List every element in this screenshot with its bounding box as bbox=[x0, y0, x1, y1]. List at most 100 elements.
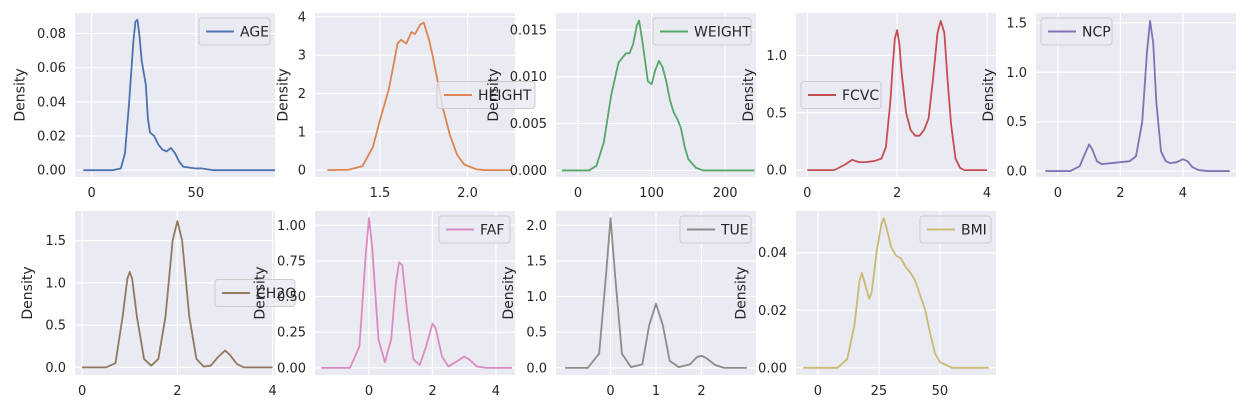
x-tick-label: 2 bbox=[173, 384, 181, 399]
density-line-weight bbox=[561, 19, 755, 172]
y-tick-label: 0.75 bbox=[277, 254, 306, 269]
density-line-age bbox=[83, 18, 275, 172]
density-line-fcvc bbox=[807, 20, 988, 172]
y-tick-label: 0.0 bbox=[526, 361, 547, 376]
x-tick-label: 200 bbox=[713, 186, 738, 201]
legend-label: BMI bbox=[961, 223, 987, 239]
y-axis-label: Density bbox=[486, 68, 502, 121]
x-tick-label: 2 bbox=[1116, 186, 1124, 201]
x-tick-label: 2 bbox=[428, 384, 436, 399]
x-tick-label: 0 bbox=[88, 186, 96, 201]
subplot-tue: 0 1 2 0.0 0.5 1.0 1.5 2.0 Density TUE bbox=[501, 211, 756, 399]
y-tick-label: 0.02 bbox=[37, 130, 66, 145]
legend-height: HEIGHT bbox=[436, 81, 536, 109]
legend-label: FAF bbox=[480, 223, 504, 239]
y-tick-label: 0.50 bbox=[277, 290, 306, 305]
legend-bmi: BMI bbox=[919, 215, 992, 244]
y-tick-label: 0.5 bbox=[1006, 115, 1027, 130]
legend-box bbox=[436, 81, 536, 109]
x-tick-label: 1 bbox=[652, 384, 660, 399]
legend-ncp: NCP bbox=[1040, 17, 1113, 46]
legend-label: TUE bbox=[720, 223, 749, 239]
y-tick-label: 1.5 bbox=[526, 254, 547, 269]
y-axis-label: Density bbox=[741, 68, 757, 121]
x-tick-label: 4 bbox=[983, 186, 991, 201]
x-tick-label: 4 bbox=[1179, 186, 1187, 201]
y-tick-label: 0.04 bbox=[758, 246, 787, 261]
legend-box bbox=[438, 215, 511, 244]
density-line-ncp bbox=[1045, 20, 1230, 172]
subplot-ncp: 0 2 4 0.0 0.5 1.0 1.5 Density NCP bbox=[981, 13, 1236, 201]
y-tick-label: 0 bbox=[298, 164, 306, 179]
density-line-bmi bbox=[803, 217, 989, 369]
y-tick-label: 1.0 bbox=[45, 276, 66, 291]
x-tick-label: 100 bbox=[639, 186, 664, 201]
y-tick-label: 0.0 bbox=[1006, 165, 1027, 180]
y-tick-label: 1.0 bbox=[766, 49, 787, 64]
y-axis-label: Density bbox=[734, 266, 750, 319]
legend-ch2o: CH2O bbox=[214, 279, 296, 307]
y-tick-label: 0.25 bbox=[277, 326, 306, 341]
subplot-weight: 0 100 200 0.000 0.005 0.010 0.015 Density WEIGHT bbox=[486, 13, 756, 201]
x-tick-label: 25 bbox=[871, 384, 888, 399]
x-tick-label: 1.5 bbox=[370, 186, 391, 201]
x-tick-label: 4 bbox=[268, 384, 276, 399]
legend-label: WEIGHT bbox=[694, 25, 751, 41]
legend-box bbox=[214, 279, 296, 307]
x-tick-label: 2 bbox=[893, 186, 901, 201]
density-line-tue bbox=[565, 217, 747, 369]
y-tick-label: 1.0 bbox=[1006, 66, 1027, 81]
x-tick-label: 0 bbox=[606, 384, 614, 399]
y-tick-label: 0.02 bbox=[758, 304, 787, 319]
y-tick-label: 0.5 bbox=[45, 319, 66, 334]
y-tick-label: 0.06 bbox=[37, 61, 66, 76]
subplot-fcvc: 0 2 4 0.0 0.5 1.0 Density FCVC bbox=[741, 13, 996, 201]
y-tick-label: 0.0 bbox=[766, 164, 787, 179]
y-tick-label: 1.5 bbox=[1006, 16, 1027, 31]
density-line-height bbox=[327, 21, 512, 171]
legend-label: AGE bbox=[240, 25, 269, 41]
legend-box bbox=[919, 215, 992, 244]
y-axis-label: Density bbox=[981, 68, 997, 121]
y-tick-label: 1 bbox=[298, 125, 306, 140]
x-tick-label: 0 bbox=[803, 186, 811, 201]
y-axis-label: Density bbox=[253, 266, 269, 319]
y-tick-label: 2 bbox=[298, 87, 306, 102]
y-tick-label: 0.5 bbox=[526, 326, 547, 341]
y-tick-label: 0.04 bbox=[37, 95, 66, 110]
legend-age: AGE bbox=[198, 17, 271, 46]
y-tick-label: 0.0 bbox=[45, 361, 66, 376]
y-tick-label: 0.00 bbox=[37, 164, 66, 179]
y-tick-label: 1.0 bbox=[526, 290, 547, 305]
y-tick-label: 0.005 bbox=[510, 117, 547, 132]
x-tick-label: 2 bbox=[697, 384, 705, 399]
x-tick-label: 0 bbox=[814, 384, 822, 399]
y-tick-label: 0.00 bbox=[277, 361, 306, 376]
x-tick-label: 0 bbox=[574, 186, 582, 201]
legend-box bbox=[652, 17, 752, 46]
y-axis-label: Density bbox=[275, 68, 291, 121]
x-tick-label: 0 bbox=[78, 384, 86, 399]
legend-label: HEIGHT bbox=[478, 88, 532, 104]
y-axis-label: Density bbox=[13, 68, 29, 121]
legend-faf: FAF bbox=[438, 215, 511, 244]
x-tick-label: 50 bbox=[932, 384, 949, 399]
density-line-faf bbox=[321, 217, 512, 369]
legend-label: CH2O bbox=[256, 286, 296, 302]
y-tick-label: 0.5 bbox=[766, 106, 787, 121]
y-tick-label: 0.00 bbox=[758, 361, 787, 376]
y-tick-label: 0.015 bbox=[510, 23, 547, 38]
legend-tue: TUE bbox=[679, 215, 752, 244]
x-tick-label: 50 bbox=[188, 186, 205, 201]
y-tick-label: 0.010 bbox=[510, 70, 547, 85]
x-tick-label: 0 bbox=[1054, 186, 1062, 201]
y-tick-label: 4 bbox=[298, 10, 306, 25]
legend-label: FCVC bbox=[842, 88, 879, 104]
y-axis-label: Density bbox=[501, 266, 517, 319]
density-line-ch2o bbox=[82, 220, 273, 369]
y-tick-label: 2.0 bbox=[526, 219, 547, 234]
legend-box bbox=[800, 81, 882, 109]
